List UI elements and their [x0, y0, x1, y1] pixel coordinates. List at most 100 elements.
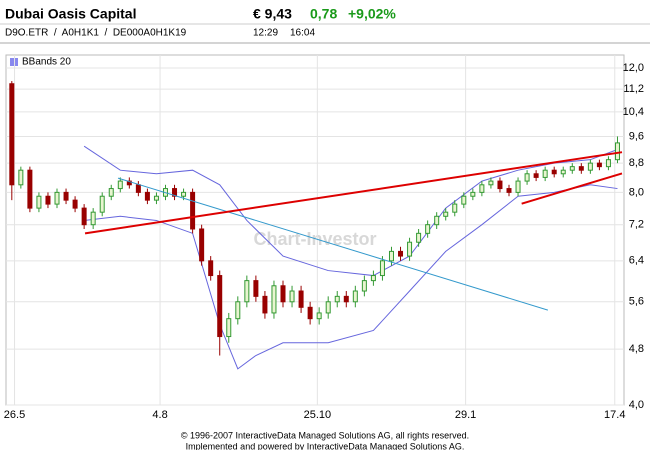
candle-body [108, 188, 114, 197]
candle-body [27, 169, 33, 209]
x-tick-label: 25.10 [304, 409, 332, 421]
x-tick-label: 4.8 [152, 409, 167, 421]
y-tick-label: 7,2 [629, 219, 644, 231]
candle-body [497, 180, 503, 190]
candle-body [153, 195, 159, 201]
candle-body [126, 180, 132, 186]
candle-body [605, 159, 611, 168]
candle-body [596, 162, 602, 168]
candle-body [506, 188, 512, 193]
candle-body [45, 195, 51, 205]
legend-swatch [10, 58, 18, 66]
trend-line [117, 177, 549, 311]
candle-body [18, 169, 24, 186]
candle-body [542, 169, 548, 178]
candle-body [271, 285, 277, 314]
candle-body [235, 301, 241, 320]
footer: © 1996-2007 InteractiveData Managed Solu… [181, 430, 469, 440]
candle-body [63, 191, 69, 201]
candle-body [425, 224, 431, 234]
candle-body [244, 280, 250, 303]
candle-body [36, 195, 42, 209]
candle-body [72, 199, 78, 209]
y-tick-label: 11,2 [623, 83, 644, 95]
candle-body [90, 211, 96, 226]
candle-body [488, 180, 494, 186]
candle-body [479, 184, 485, 193]
x-tick-label: 26.5 [4, 409, 25, 421]
candle-body [262, 295, 268, 314]
candle-body [352, 290, 358, 303]
y-tick-label: 8,0 [629, 186, 644, 198]
candle-body [452, 203, 458, 213]
candle-body [325, 301, 331, 314]
x-tick-label: 17.4 [604, 409, 625, 421]
candle-body [280, 285, 286, 303]
candle-body [361, 280, 367, 292]
ids: D9O.ETR / A0H1K1 / DE000A0H1K19 [5, 28, 187, 39]
candle-body [190, 191, 196, 230]
change-pct: +9,02% [348, 6, 396, 22]
y-tick-label: 5,6 [629, 296, 644, 308]
candle-body [416, 232, 422, 243]
candle-body [587, 162, 593, 171]
candle-body [9, 83, 15, 186]
candle-body [208, 260, 214, 277]
band-line [83, 145, 618, 277]
stock-name: Dubai Oasis Capital [5, 6, 136, 22]
candle-body [524, 173, 530, 182]
candle-body [307, 306, 313, 320]
candle-body [370, 275, 376, 282]
y-tick-label: 4,8 [629, 343, 644, 355]
candle-body [407, 241, 413, 257]
x-tick-label: 29.1 [455, 409, 476, 421]
candle-body [343, 295, 349, 303]
candle-body [217, 275, 223, 338]
y-tick-label: 10,4 [623, 106, 644, 118]
band-line [84, 184, 618, 370]
y-tick-label: 4,0 [629, 399, 644, 411]
candle-body [226, 318, 232, 338]
candle-body [298, 290, 304, 308]
candle-body [614, 142, 620, 161]
candle-body [253, 280, 259, 297]
y-tick-label: 6,4 [629, 255, 644, 267]
change: 0,78 [310, 6, 337, 22]
time: 12:29 [253, 28, 278, 39]
candle-body [181, 191, 187, 197]
candle-body [515, 180, 521, 193]
footer: Implemented and powered by InteractiveDa… [186, 441, 465, 450]
candle-body [99, 195, 105, 213]
trend-line [84, 151, 623, 235]
candle-body [199, 228, 205, 262]
price: € 9,43 [253, 6, 292, 22]
y-tick-label: 12,0 [623, 62, 644, 74]
candle-body [388, 250, 394, 262]
candle-body [551, 169, 557, 175]
candle-body [289, 290, 295, 303]
candle-body [461, 195, 467, 205]
candle-body [334, 295, 340, 303]
candle-body [443, 211, 449, 217]
candle-body [470, 191, 476, 197]
time: 16:04 [290, 28, 315, 39]
trend-line [521, 172, 623, 205]
candle-body [144, 191, 150, 201]
candle-body [81, 207, 87, 226]
candle-body [569, 166, 575, 171]
y-tick-label: 8,8 [629, 157, 644, 169]
y-tick-label: 9,6 [629, 130, 644, 142]
candle-body [117, 180, 123, 190]
candle-body [398, 250, 404, 257]
legend-label: BBands 20 [22, 57, 71, 68]
candle-body [172, 188, 178, 197]
candle-body [316, 312, 322, 320]
candle-body [434, 215, 440, 226]
candle-body [54, 191, 60, 205]
candle-body [379, 260, 385, 277]
candle-body [578, 166, 584, 171]
candle-body [533, 173, 539, 178]
candle-body [560, 169, 566, 175]
candle-body [135, 184, 141, 193]
